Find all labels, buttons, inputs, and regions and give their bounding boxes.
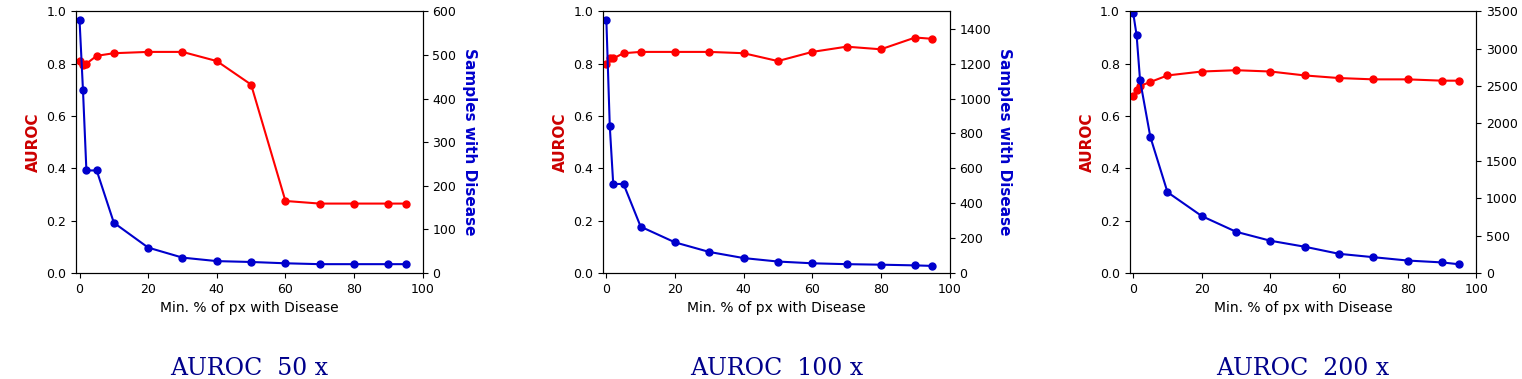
Y-axis label: Samples with Disease: Samples with Disease [997,49,1012,236]
Text: AUROC  50 x: AUROC 50 x [170,357,329,379]
X-axis label: Min. % of px with Disease: Min. % of px with Disease [1213,301,1393,315]
Text: AUROC  200 x: AUROC 200 x [1216,357,1390,379]
Y-axis label: AUROC: AUROC [552,113,568,172]
Text: AUROC  100 x: AUROC 100 x [689,357,863,379]
Y-axis label: Samples with Disease: Samples with Disease [463,49,478,236]
X-axis label: Min. % of px with Disease: Min. % of px with Disease [686,301,866,315]
X-axis label: Min. % of px with Disease: Min. % of px with Disease [160,301,339,315]
Y-axis label: AUROC: AUROC [26,113,41,172]
Y-axis label: AUROC: AUROC [1079,113,1094,172]
